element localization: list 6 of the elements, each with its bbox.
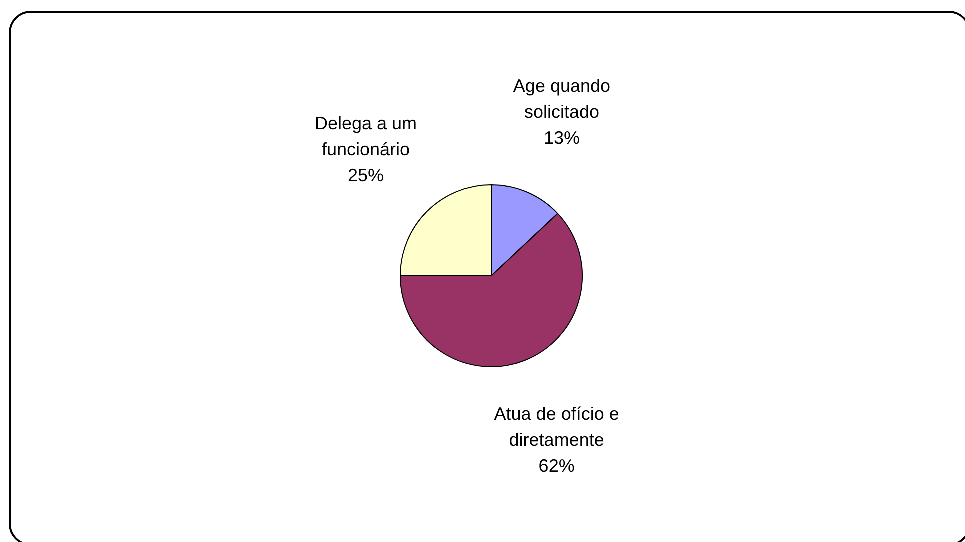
slice-label: Atua de ofício e diretamente xyxy=(494,404,620,450)
slice-label: Delega a um funcionário xyxy=(314,113,418,160)
data-label: 25% xyxy=(348,165,384,186)
data-label: 13% xyxy=(544,128,580,148)
slice-label: Age quando solicitado xyxy=(513,76,611,122)
data-label: 62% xyxy=(538,456,575,476)
